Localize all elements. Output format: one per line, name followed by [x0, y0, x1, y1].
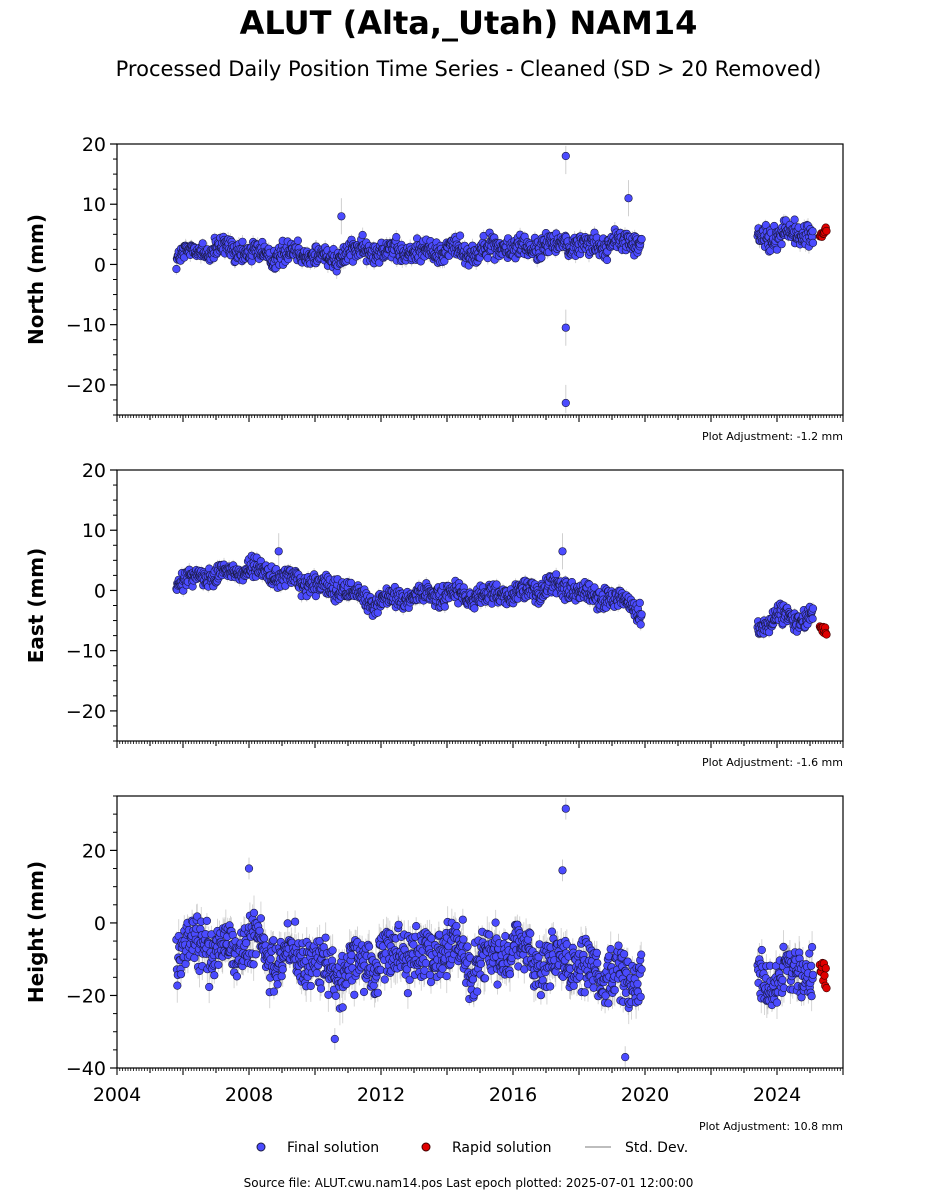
y-tick-label: −20 [66, 375, 106, 397]
final-solution-point [637, 610, 646, 619]
east-rapid-points [815, 622, 831, 639]
y-tick-label: 0 [94, 254, 106, 276]
north-plot-adjustment: Plot Adjustment: -1.2 mm [702, 430, 843, 443]
final-solution-point [808, 238, 818, 247]
final-solution-point [552, 570, 561, 579]
chart-title: ALUT (Alta,_Utah) NAM14 [239, 4, 698, 42]
final-solution-point [440, 257, 449, 266]
east-final-points [172, 547, 818, 638]
final-solution-point [561, 323, 570, 332]
y-tick-label: 10 [82, 520, 106, 542]
y-tick-label: −10 [66, 641, 106, 663]
final-solution-point [392, 233, 401, 242]
y-tick-label: 20 [82, 134, 106, 156]
final-solution-point [198, 239, 207, 248]
y-tick-label: 10 [82, 194, 106, 216]
rapid-solution-point [822, 226, 831, 236]
north-data [172, 145, 831, 414]
final-solution-point [790, 215, 799, 224]
final-solution-point [337, 212, 346, 221]
north-x-axis [116, 415, 844, 422]
final-solution-point [602, 255, 612, 265]
final-solution-point [808, 227, 817, 236]
y-tick-label: 20 [82, 460, 106, 482]
north-final-points [172, 151, 818, 408]
chart-subtitle: Processed Daily Position Time Series - C… [115, 57, 822, 81]
final-solution-point [172, 264, 181, 274]
north-y-axis: −20 −10 0 10 20 North (mm) [24, 134, 117, 416]
rapid-solution-point [822, 630, 831, 639]
final-solution-point [293, 236, 303, 245]
east-y-axis: −20 −10 0 10 20 East (mm) [24, 460, 117, 742]
north-std-dev-bars [175, 145, 814, 414]
y-tick-label: 0 [94, 580, 106, 602]
final-solution-point [238, 237, 247, 246]
final-solution-point [492, 580, 501, 589]
final-solution-point [274, 547, 283, 556]
final-solution-point [537, 253, 546, 262]
final-solution-point [772, 245, 782, 254]
north-y-axis-label: North (mm) [24, 214, 48, 345]
final-solution-point [440, 602, 449, 611]
y-tick-label: −10 [66, 315, 106, 337]
final-solution-point [561, 398, 570, 408]
north-panel: −20 −10 0 10 20 North (mm) Plot Adjustment: -1… [24, 134, 844, 443]
final-solution-point [558, 547, 567, 556]
final-solution-point [808, 614, 817, 623]
final-solution-point [636, 620, 645, 629]
final-solution-point [624, 194, 633, 203]
east-y-axis-label: East (mm) [24, 548, 48, 664]
final-solution-point [470, 604, 479, 613]
final-solution-point [635, 598, 644, 608]
north-plot-frame [116, 143, 844, 416]
final-solution-point [483, 254, 492, 263]
east-x-axis [116, 741, 844, 748]
east-data [172, 533, 831, 640]
final-solution-point [456, 231, 465, 240]
final-solution-point [808, 604, 818, 613]
north-rapid-points [815, 223, 831, 241]
final-solution-point [637, 235, 646, 244]
y-tick-label: −20 [66, 701, 106, 723]
final-solution-point [358, 230, 367, 240]
final-solution-point [777, 240, 786, 249]
final-solution-point [561, 151, 570, 161]
